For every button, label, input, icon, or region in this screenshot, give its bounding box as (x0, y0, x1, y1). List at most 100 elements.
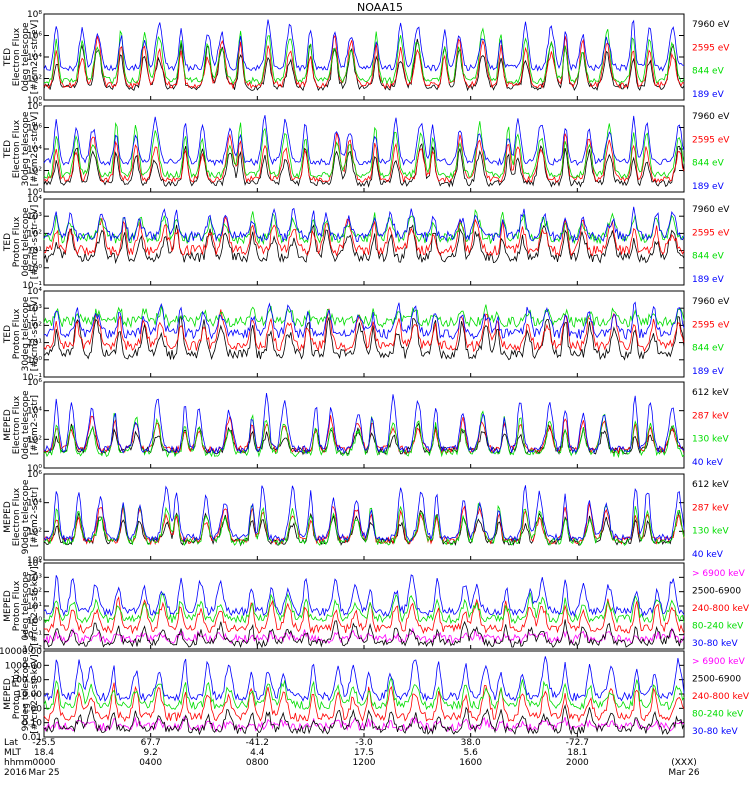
legend-entry: 2595 eV (692, 320, 730, 330)
legend-entry: 130 keV (692, 435, 729, 445)
legend-entry: 30-80 keV (692, 639, 738, 649)
y-axis-label: [#/cm2-s-str-eV] (30, 297, 40, 372)
series-line-red (43, 132, 685, 184)
legend-entry: 2500-6900 (692, 587, 741, 597)
panel-frame (43, 13, 685, 101)
legend-entry: 189 eV (692, 275, 725, 285)
legend-entry: 80-240 keV (692, 622, 744, 632)
y-tick-label: 10² (27, 229, 42, 239)
series-line-green (43, 27, 685, 85)
series-line-black (43, 704, 685, 736)
y-tick-label: 10⁴ (27, 145, 42, 155)
y-tick-label: 10⁻² (22, 645, 42, 655)
time-tick-label: -72.7 (566, 738, 589, 748)
y-tick-label: 10000.00 (0, 647, 42, 657)
y-tick-label: 10⁻¹ (22, 373, 42, 383)
y-tick-label: 10⁶ (27, 124, 42, 134)
time-tick-label: -25.5 (32, 738, 55, 748)
series-line-blue (43, 115, 685, 167)
y-tick-label: 10¹ (27, 247, 42, 257)
panel-4: 10⁻¹ 10⁰ 10¹ 10² 10³ 10⁴ TED Proton Flux 30deg t… (3, 287, 730, 383)
y-tick-label: 10³ (27, 304, 42, 314)
legend-entry: 2500-6900 (692, 675, 741, 685)
series-line-black (43, 509, 685, 547)
legend-entry: 240-800 keV (692, 604, 750, 614)
legend-entry: 612 keV (692, 388, 729, 398)
legend-entry: 40 keV (692, 458, 724, 468)
legend-entry: 287 keV (692, 503, 729, 513)
series-line-blue (43, 393, 685, 455)
time-tick-label: 17.5 (354, 748, 374, 758)
time-tick-label: 67.7 (141, 738, 161, 748)
y-tick-label: 10.00 (16, 690, 42, 700)
legend-entry: 80-240 keV (692, 710, 744, 720)
time-tick-label: -41.2 (246, 738, 269, 748)
legend-entry: 7960 eV (692, 205, 730, 215)
panel-frame (43, 473, 685, 561)
legend-entry: 2595 eV (692, 228, 730, 238)
y-axis-label: Proton Flux (12, 580, 22, 631)
y-axis-label: [#/cm2-s-str-keV] (30, 566, 40, 645)
y-axis-label: [#/cm2-s-str-eV] (30, 205, 40, 280)
panel-frame (43, 198, 685, 286)
y-axis-label: MEPED (3, 409, 13, 441)
panel-3: 10⁻¹ 10⁰ 10¹ 10² 10³ 10⁴ TED Proton Flux 0deg te… (3, 195, 730, 291)
series-line-red (43, 682, 685, 723)
series-line-blue (43, 19, 685, 73)
series-line-blue (43, 485, 685, 543)
legend-entry: 7960 eV (692, 112, 730, 122)
y-tick-label: 10² (27, 435, 42, 445)
time-tick-label: -3.0 (355, 738, 373, 748)
y-tick-label: 10⁴ (27, 559, 42, 569)
y-tick-label: 10² (27, 167, 42, 177)
y-axis-label: MEPED (3, 501, 13, 533)
y-tick-label: 100.00 (11, 676, 43, 686)
y-tick-label: 10⁴ (27, 53, 42, 63)
y-axis-label: MEPED (3, 678, 13, 710)
y-tick-label: 10⁴ (27, 499, 42, 509)
series-line-blue (43, 656, 685, 702)
series-line-magenta (43, 627, 685, 645)
legend-entry: 189 eV (692, 90, 725, 100)
legend-entry: 287 keV (692, 411, 729, 421)
time-row-label: MLT (4, 748, 22, 758)
time-tick-label: 2000 (566, 758, 589, 768)
y-axis-label: Electron Flux (12, 27, 22, 86)
time-tick-label: 1600 (459, 758, 482, 768)
series-line-green (43, 410, 685, 459)
panel-6: 10⁰ 10² 10⁴ 10⁶ MEPED Electron Flux 90deg tele… (3, 470, 729, 566)
y-axis-label: Proton Flux (12, 216, 22, 267)
y-axis-label: TED (3, 140, 13, 159)
time-tick-label: 38.0 (461, 738, 481, 748)
y-axis-label: TED (3, 325, 13, 344)
legend-entry: > 6900 keV (692, 569, 746, 579)
legend-entry: 30-80 keV (692, 727, 738, 737)
time-tick-label: 0400 (139, 758, 162, 768)
y-tick-label: 10⁴ (27, 195, 42, 205)
legend-entry: 7960 eV (692, 20, 730, 30)
y-axis-label: TED (3, 233, 13, 252)
time-tick-label: 1200 (353, 758, 376, 768)
time-tick-label: (XXX) (671, 758, 697, 768)
series-line-black (43, 315, 685, 361)
y-tick-label: 10⁶ (27, 32, 42, 42)
y-tick-label: 10⁴ (27, 407, 42, 417)
y-axis-label: Electron Flux (12, 395, 22, 454)
y-tick-label: 10¹ (27, 602, 42, 612)
legend-entry: 844 eV (692, 67, 725, 77)
series-line-green (43, 209, 685, 246)
panel-frame (43, 381, 685, 469)
time-tick-label: 18.1 (567, 748, 587, 758)
y-tick-label: 0.01 (22, 733, 42, 743)
y-tick-label: 10² (27, 321, 42, 331)
series-line-green (43, 121, 685, 180)
y-axis-label: Electron Flux (12, 119, 22, 178)
legend-entry: 844 eV (692, 159, 725, 169)
y-tick-label: 10⁰ (27, 464, 42, 474)
y-tick-label: 10⁸ (27, 10, 42, 20)
y-axis-label: [#/cm2-s-str-keV] (30, 654, 40, 733)
series-line-blue (43, 301, 685, 340)
